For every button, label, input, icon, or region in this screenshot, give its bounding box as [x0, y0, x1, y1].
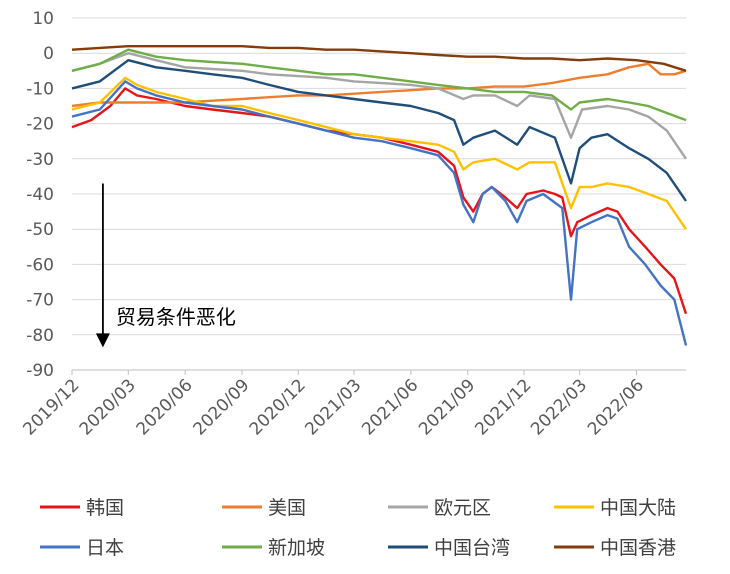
legend-label: 中国台湾	[434, 537, 510, 559]
y-tick-label: -70	[26, 291, 54, 311]
series-line-3	[71, 76, 687, 230]
series-line-6	[71, 59, 687, 202]
x-tick-label: 2021/12	[471, 375, 535, 439]
series-lines	[71, 45, 688, 346]
y-tick-label: -10	[26, 79, 54, 99]
y-tick-label: -50	[26, 220, 54, 240]
series-line-4	[71, 80, 688, 346]
series-line-7	[71, 45, 687, 72]
y-tick-label: -30	[26, 150, 54, 170]
legend-label: 韩国	[86, 497, 124, 519]
x-axis-ticks: 2019/122020/032020/062020/092020/122021/…	[19, 370, 648, 439]
y-tick-label: -20	[26, 115, 54, 135]
x-tick-label: 2020/06	[133, 375, 197, 439]
x-tick-label: 2020/12	[246, 375, 310, 439]
x-tick-label: 2021/06	[358, 375, 422, 439]
annotation-text: 贸易条件恶化	[116, 305, 236, 329]
legend-label: 美国	[268, 497, 306, 519]
y-tick-label: -90	[26, 361, 54, 381]
legend-label: 欧元区	[434, 497, 491, 519]
x-tick-label: 2020/03	[76, 375, 140, 439]
x-tick-label: 2019/12	[19, 375, 83, 439]
arrow-head-icon	[95, 333, 110, 348]
legend-label: 日本	[86, 537, 124, 559]
x-tick-label: 2022/06	[584, 375, 648, 439]
y-tick-label: -80	[26, 326, 54, 346]
series-line-2	[71, 52, 687, 160]
y-tick-label: 0	[43, 44, 54, 64]
y-tick-label: 10	[32, 9, 54, 29]
legend-label: 新加坡	[268, 537, 325, 559]
y-axis-ticks: 10 0 -10 -20 -30 -40 -50 -60 -70 -80 -90	[26, 9, 54, 381]
x-tick-label: 2020/09	[189, 375, 253, 439]
legend-label: 中国大陆	[600, 497, 676, 519]
x-tick-label: 2022/03	[527, 375, 591, 439]
series-line-5	[71, 48, 687, 122]
annotation: 贸易条件恶化	[95, 183, 236, 348]
y-tick-label: -40	[26, 185, 54, 205]
series-line-0	[71, 87, 688, 315]
y-tick-label: -60	[26, 255, 54, 275]
x-tick-label: 2021/03	[301, 375, 365, 439]
x-tick-label: 2021/09	[415, 375, 479, 439]
legend-label: 中国香港	[600, 537, 676, 559]
